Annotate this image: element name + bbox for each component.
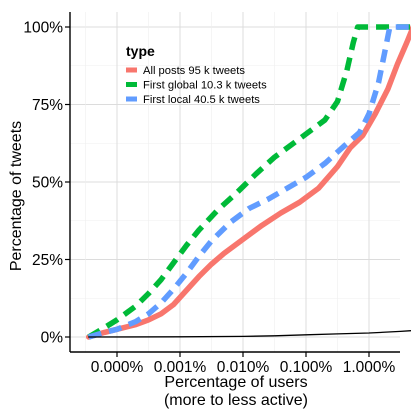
y-tick-label: 50% [32, 175, 63, 192]
legend: type All posts 95 k tweets First global 10… [126, 43, 267, 106]
x-tick-label: 0.010% [217, 359, 270, 376]
grid-layer [70, 12, 400, 352]
series-line-1 [85, 25, 411, 340]
legend-title: type [126, 43, 155, 59]
series-line-2 [87, 24, 411, 340]
legend-key [126, 67, 137, 73]
y-tick-label: 0% [41, 330, 64, 347]
y-tick-label: 100% [23, 20, 63, 37]
legend-label: All posts 95 k tweets [143, 65, 245, 77]
y-axis-title: Percentage of tweets [8, 121, 25, 271]
legend-key [126, 96, 137, 102]
x-tick-label: 1.000% [343, 359, 396, 376]
legend-label: First local 40.5 k tweets [143, 94, 260, 106]
reference-line [88, 330, 411, 338]
x-axis-subtitle: (more to less active) [164, 392, 308, 409]
axis-layer: 0% 25% 50% 75% 100% 0.000% 0.001% 0.010% 0.100% 1… [23, 12, 400, 376]
series-layer [85, 24, 411, 340]
legend-key [126, 82, 137, 87]
x-tick-label: 0.100% [280, 359, 333, 376]
x-tick-label: 0.000% [91, 359, 144, 376]
series-line-3 [87, 24, 411, 340]
x-tick-label: 0.001% [154, 359, 207, 376]
y-tick-label: 25% [32, 252, 63, 269]
y-tick-label: 75% [32, 97, 63, 114]
x-axis-title: Percentage of users [164, 374, 307, 391]
legend-label: First global 10.3 k tweets [143, 80, 267, 92]
